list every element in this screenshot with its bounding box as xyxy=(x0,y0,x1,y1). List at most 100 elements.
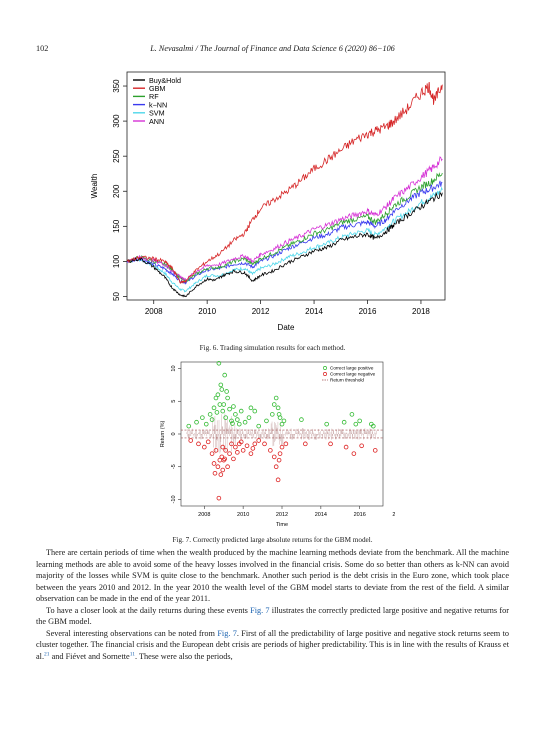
positive-point xyxy=(217,402,223,407)
negative-point xyxy=(262,441,267,447)
fig6-y-tick-label: 300 xyxy=(112,114,121,128)
positive-point xyxy=(221,402,227,407)
positive-point xyxy=(200,415,205,420)
positive-point xyxy=(353,421,359,427)
series-line-buyhold xyxy=(126,191,443,298)
fig7-x-tick-label: 2012 xyxy=(276,512,288,518)
negative-point xyxy=(229,441,234,447)
running-head: L. Nevasalmi / The Journal of Finance an… xyxy=(150,44,395,53)
fig6-plot-frame xyxy=(126,71,446,301)
positive-point xyxy=(233,412,238,417)
positive-point xyxy=(279,421,285,427)
positive-point xyxy=(214,410,220,415)
fig7-x-tick-label: 2018 xyxy=(392,512,395,518)
positive-point xyxy=(269,412,275,417)
negative-point xyxy=(225,464,230,470)
fig7-x-tick-label: 2010 xyxy=(237,512,249,518)
negative-point xyxy=(238,439,244,445)
fig7-y-tick-label: 5 xyxy=(171,400,177,403)
fig7-y-tick-label: 0 xyxy=(171,432,177,435)
fig6-axes: 2008 2010 2012 2014 2016 2018 50 100 150 200 250 30… xyxy=(112,71,446,316)
fig6-y-tick-label: 350 xyxy=(112,79,121,93)
negative-point xyxy=(303,441,308,447)
paragraph-2: To have a closer look at the daily retur… xyxy=(36,605,509,628)
negative-point xyxy=(279,444,285,450)
positive-point xyxy=(216,361,222,366)
fig6-y-axis-label: Wealth xyxy=(90,174,99,199)
negative-point xyxy=(351,451,357,456)
series-line-gbm xyxy=(126,81,443,284)
positive-point xyxy=(218,382,224,388)
body-text: There are certain periods of time when t… xyxy=(36,547,509,662)
legend-label: Correct large positive xyxy=(330,366,374,371)
fig6-x-tick-label: 2018 xyxy=(412,307,430,316)
negative-point xyxy=(231,456,236,462)
positive-point xyxy=(203,421,209,427)
positive-point xyxy=(215,392,221,398)
positive-point xyxy=(194,419,199,425)
positive-point xyxy=(370,423,376,429)
positive-point xyxy=(209,417,215,422)
negative-point xyxy=(220,467,226,473)
legend-label: k−NN xyxy=(149,100,167,109)
legend-label: RF xyxy=(149,92,159,101)
negative-point xyxy=(215,464,221,470)
negative-point xyxy=(277,451,283,456)
p3-text-a: Several interesting observations can be … xyxy=(46,628,218,638)
positive-point xyxy=(246,415,252,420)
negative-point xyxy=(328,441,333,447)
negative-point xyxy=(223,448,228,453)
positive-point xyxy=(211,405,217,411)
positive-point xyxy=(275,405,281,411)
negative-point xyxy=(273,464,279,470)
legend-label: Correct large negative xyxy=(330,372,376,377)
negative-point xyxy=(212,470,218,476)
paragraph-1: There are certain periods of time when t… xyxy=(36,548,509,603)
fig7-link-2[interactable]: Fig. 7 xyxy=(217,628,237,638)
negative-point xyxy=(196,441,201,447)
positive-point xyxy=(271,402,277,407)
p2-text-b: illustrates the correctly predicted larg… xyxy=(36,605,509,627)
fig7-y-tick-label: -10 xyxy=(171,495,177,503)
series-line-knn xyxy=(126,180,443,285)
positive-point xyxy=(299,417,304,422)
positive-point xyxy=(213,395,219,401)
positive-point xyxy=(186,423,192,429)
negative-point xyxy=(213,448,219,453)
negative-point xyxy=(252,441,258,447)
fig6-series-lines xyxy=(126,81,443,298)
page-header: 102 L. Nevasalmi / The Journal of Financ… xyxy=(36,44,509,56)
p3-text-b: . First of all the predictability of lar… xyxy=(36,628,509,661)
fig6-y-tick-label: 50 xyxy=(112,291,121,300)
positive-point xyxy=(248,405,254,411)
positive-point xyxy=(277,415,283,420)
fig7-y-tick-label: -5 xyxy=(171,464,177,469)
negative-point xyxy=(220,444,226,450)
p2-text-a: To have a closer look at the daily retur… xyxy=(46,605,251,615)
positive-point xyxy=(256,423,261,429)
page-number: 102 xyxy=(36,44,49,53)
negative-point xyxy=(372,448,378,453)
figure-7-returns-chart: 2008 2010 2012 2014 2016 2018 -10 -5 0 5 10 Correc… xyxy=(160,361,395,528)
positive-point xyxy=(222,372,228,378)
ref-21-link[interactable]: 21 xyxy=(44,650,50,657)
legend-label: SVM xyxy=(149,109,165,118)
negative-point xyxy=(222,456,228,462)
fig7-y-axis-label: Return (%) xyxy=(160,421,166,448)
positive-point xyxy=(236,421,242,427)
ref-11-link[interactable]: 11 xyxy=(129,650,136,657)
figure-7-caption: Fig. 7. Correctly predicted large absolu… xyxy=(172,536,373,544)
positive-point xyxy=(220,408,226,414)
fig7-points xyxy=(186,361,378,501)
fig6-x-tick-label: 2014 xyxy=(305,307,323,316)
fig7-link[interactable]: Fig. 7 xyxy=(250,605,270,615)
legend-label: ANN xyxy=(149,117,164,126)
figure-6-caption: Fig. 6. Trading simulation results for e… xyxy=(199,344,346,352)
fig6-x-tick-label: 2010 xyxy=(198,307,216,316)
paragraph-3: Several interesting observations can be … xyxy=(36,628,509,663)
positive-point xyxy=(229,418,234,424)
negative-point xyxy=(244,443,250,449)
negative-point xyxy=(205,439,211,445)
negative-point xyxy=(271,454,277,460)
